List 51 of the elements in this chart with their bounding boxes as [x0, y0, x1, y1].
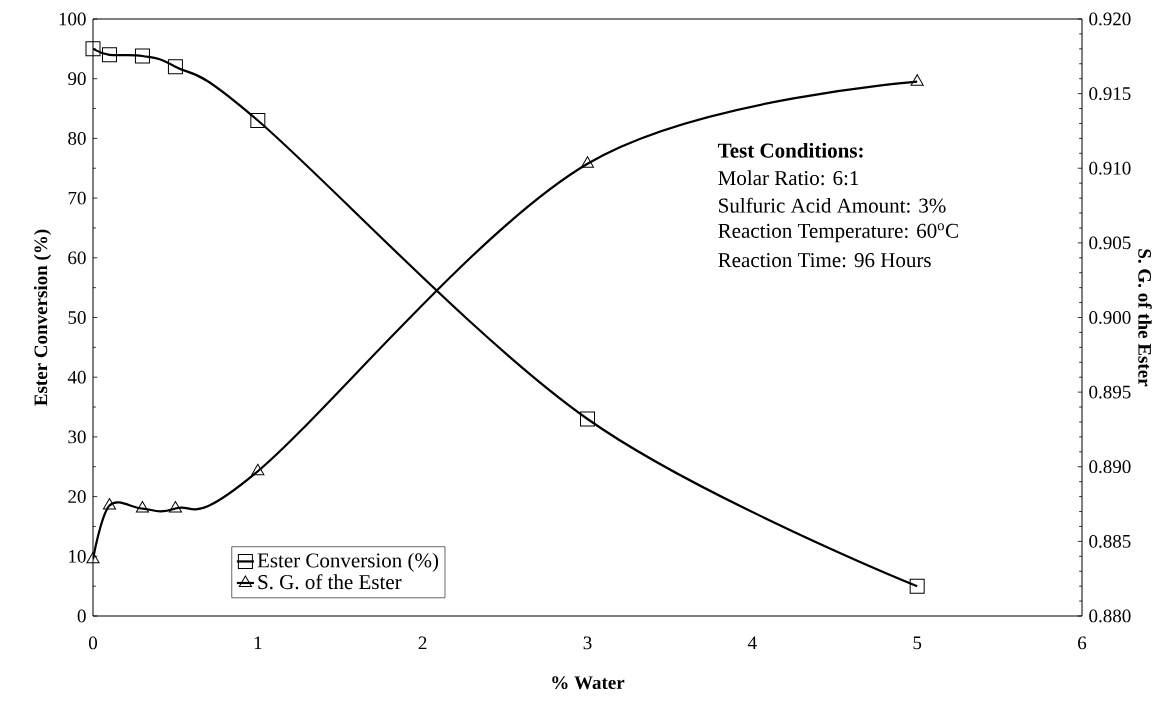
point — [101, 47, 117, 63]
point — [86, 551, 100, 564]
x-tick-label: 6 — [1078, 636, 1087, 650]
y2-tick-label: 0.885 — [1089, 534, 1131, 548]
point — [909, 578, 925, 594]
annotation: Reaction Time: 96 Hours — [718, 253, 931, 268]
x-tick-label: 5 — [913, 636, 922, 650]
y2-tick-label: 0.880 — [1089, 609, 1131, 623]
x-tick-label: 1 — [254, 636, 262, 650]
annotation: Molar Ratio: 6:1 — [718, 170, 859, 186]
x-axis-title: % Water — [552, 676, 625, 690]
point — [85, 41, 101, 57]
annotation: Reaction Temperature: 60$^{o}$C — [718, 223, 958, 243]
point — [168, 501, 182, 513]
y-tick-label: 10 — [69, 549, 86, 563]
point — [167, 59, 183, 75]
point — [250, 112, 266, 128]
point — [102, 498, 117, 510]
legend-label: Ester Conversion (%) — [257, 552, 439, 572]
point — [134, 48, 150, 64]
y-tick-label: 40 — [67, 370, 86, 384]
x-tick-label: 2 — [418, 636, 427, 650]
y-tick-label: 70 — [68, 191, 86, 205]
y-tick-label: 20 — [68, 490, 86, 504]
point — [251, 463, 265, 476]
y-tick-label: 30 — [68, 430, 86, 444]
y2-tick-label: 0.910 — [1089, 161, 1131, 175]
y-tick-label: 50 — [68, 311, 86, 324]
y2-tick-label: 0.900 — [1089, 311, 1131, 324]
point — [910, 74, 924, 86]
point — [580, 156, 595, 168]
annotation: Sulfuric Acid Amount: 3% — [719, 197, 946, 213]
legend-label: S. G. of the Ester — [258, 574, 402, 590]
y2-tick-label: 0.920 — [1089, 12, 1131, 26]
x-tick-label: 0 — [88, 636, 98, 650]
y-tick-label: 80 — [68, 131, 86, 145]
point — [580, 411, 596, 427]
x-tick-label: 3 — [583, 636, 592, 650]
y-axis-title: Ester Conversion (%) — [33, 229, 52, 406]
y2-tick-label: 0.890 — [1089, 460, 1131, 474]
y2-tick-label: 0.915 — [1089, 87, 1131, 101]
y2-tick-label: 0.905 — [1089, 236, 1131, 250]
y-tick-label: 0 — [77, 609, 86, 623]
y-tick-label: 60 — [68, 251, 86, 265]
y-tick-label: 90 — [68, 72, 86, 86]
y2-axis-title: S. G. of the Ester — [1138, 249, 1152, 387]
annotation: Test Conditions: — [718, 142, 863, 158]
y2-tick-label: 0.895 — [1089, 385, 1131, 399]
point — [135, 501, 150, 513]
y-tick-label: 100 — [59, 12, 86, 26]
x-tick-label: 4 — [747, 636, 757, 650]
